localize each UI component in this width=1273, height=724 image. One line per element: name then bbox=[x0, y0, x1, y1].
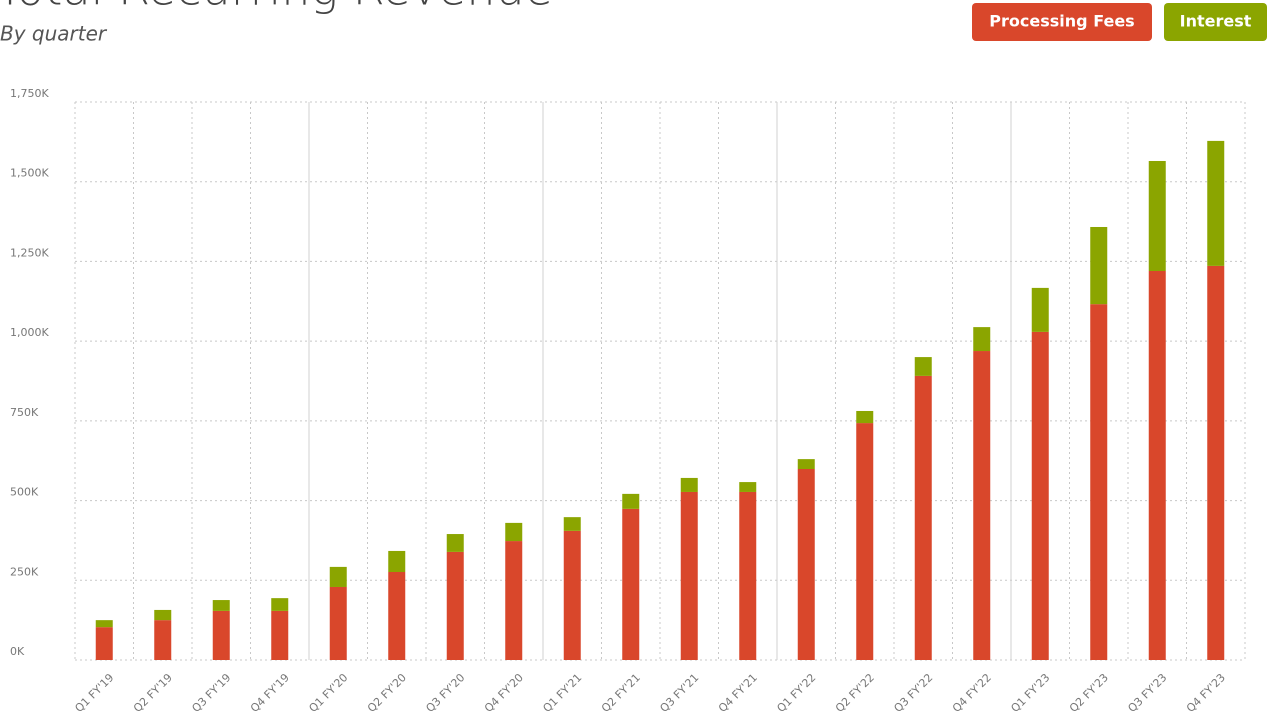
bar-segment bbox=[856, 410, 874, 424]
legend-label[interactable]: Interest bbox=[1180, 12, 1252, 31]
x-tick-label: Q3 FY'19 bbox=[189, 671, 233, 715]
bar-segment bbox=[1090, 226, 1108, 305]
bar-segment bbox=[563, 530, 581, 660]
bar-segment bbox=[95, 627, 113, 660]
bar-segment bbox=[973, 327, 991, 352]
y-tick-label: 1,250K bbox=[10, 246, 49, 259]
bar-segment bbox=[271, 598, 289, 611]
x-tick-label: Q1 FY'19 bbox=[72, 671, 116, 715]
bar-segment bbox=[212, 610, 230, 660]
bar-segment bbox=[1090, 304, 1108, 660]
bar-segment bbox=[797, 469, 815, 660]
x-tick-label: Q1 FY'23 bbox=[1008, 671, 1052, 715]
bar-segment bbox=[505, 522, 523, 542]
bar-segment bbox=[446, 534, 464, 552]
legend-button[interactable] bbox=[1164, 3, 1267, 41]
legend-button[interactable] bbox=[972, 3, 1152, 41]
x-tick-label: Q3 FY'23 bbox=[1125, 671, 1169, 715]
bar-segment bbox=[271, 610, 289, 660]
x-tick-label: Q1 FY'21 bbox=[540, 671, 584, 715]
chart-title: Total Recurring Revenue bbox=[0, 0, 553, 16]
bar-segment bbox=[329, 566, 347, 587]
legend-label[interactable]: Processing Fees bbox=[989, 12, 1134, 31]
x-tick-label: Q4 FY'21 bbox=[716, 671, 760, 715]
bar-segment bbox=[622, 493, 640, 509]
bar-segment bbox=[154, 620, 172, 660]
bar-segment bbox=[505, 541, 523, 660]
bar-segment bbox=[622, 508, 640, 660]
chart-subtitle: By quarter bbox=[0, 22, 108, 46]
bar-segment bbox=[797, 459, 815, 470]
y-tick-label: 1,750K bbox=[10, 87, 49, 100]
bar-segment bbox=[388, 550, 406, 572]
bar-segment bbox=[973, 351, 991, 660]
bar-segment bbox=[739, 491, 757, 660]
bar-segment bbox=[388, 571, 406, 660]
y-tick-label: 1,500K bbox=[10, 167, 49, 180]
y-tick-label: 500K bbox=[10, 486, 39, 499]
bar-segment bbox=[856, 423, 874, 660]
x-tick-label: Q2 FY'22 bbox=[833, 671, 877, 715]
bar-segment bbox=[680, 491, 698, 660]
bar-segment bbox=[1148, 160, 1166, 271]
bar-segment bbox=[446, 551, 464, 660]
bar-segment bbox=[914, 375, 932, 660]
x-tick-label: Q2 FY'21 bbox=[599, 671, 643, 715]
bar-segment bbox=[329, 586, 347, 660]
bar-segment bbox=[739, 482, 757, 492]
bar-segment bbox=[1148, 270, 1166, 660]
x-tick-label: Q4 FY'22 bbox=[950, 671, 994, 715]
y-tick-label: 0K bbox=[10, 645, 25, 658]
bar-segment bbox=[212, 600, 230, 611]
x-tick-label: Q4 FY'19 bbox=[248, 671, 292, 715]
bar-segment bbox=[1031, 331, 1049, 660]
bar-segment bbox=[563, 517, 581, 531]
bar-segment bbox=[1207, 265, 1225, 660]
y-tick-label: 750K bbox=[10, 406, 39, 419]
y-tick-label: 1,000K bbox=[10, 326, 49, 339]
x-tick-label: Q3 FY'20 bbox=[423, 671, 467, 715]
bar-segment bbox=[95, 620, 113, 628]
x-tick-label: Q2 FY'20 bbox=[365, 671, 409, 715]
bar-segment bbox=[680, 477, 698, 492]
bar-segment bbox=[1207, 140, 1225, 266]
y-tick-label: 250K bbox=[10, 565, 39, 578]
x-tick-label: Q1 FY'20 bbox=[306, 671, 350, 715]
bar-segment bbox=[1031, 287, 1049, 332]
x-tick-label: Q4 FY'23 bbox=[1184, 671, 1228, 715]
x-tick-label: Q2 FY'23 bbox=[1067, 671, 1111, 715]
bar-segment bbox=[154, 609, 172, 621]
x-tick-label: Q3 FY'22 bbox=[891, 671, 935, 715]
x-tick-label: Q3 FY'21 bbox=[657, 671, 701, 715]
x-tick-label: Q2 FY'19 bbox=[131, 671, 175, 715]
bar-segment bbox=[914, 357, 932, 376]
x-tick-label: Q1 FY'22 bbox=[774, 671, 818, 715]
x-tick-label: Q4 FY'20 bbox=[482, 671, 526, 715]
